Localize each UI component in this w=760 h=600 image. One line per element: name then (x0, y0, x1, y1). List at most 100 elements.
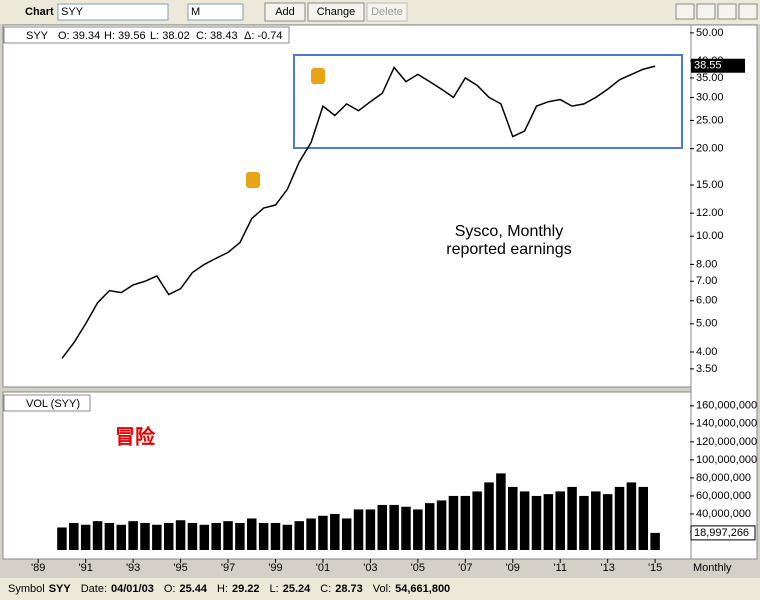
window-title: Chart (25, 6, 54, 18)
x-tick-label: '05 (411, 562, 425, 574)
add-label: Add (275, 6, 295, 18)
y-tick-label: 8.00 (696, 258, 717, 270)
volume-bar (650, 532, 660, 550)
volume-bar (116, 524, 127, 550)
y-tick-label: 20.00 (696, 143, 724, 155)
x-tick-label: '97 (221, 562, 235, 574)
highlight-box (293, 54, 683, 149)
price-line (61, 65, 656, 359)
volume-bar (567, 486, 577, 550)
y-tick-label: 7.00 (696, 275, 717, 287)
volume-bar (472, 491, 482, 550)
volume-bar (436, 500, 447, 550)
y-axis-area (690, 24, 758, 560)
y-tick-label: 3.50 (696, 363, 717, 375)
volume-bar (413, 509, 423, 550)
x-tick-label: '13 (600, 562, 614, 574)
y-tick-label: 160,000,000 (696, 400, 757, 412)
volume-bar (258, 522, 269, 550)
volume-bar (341, 518, 352, 550)
status-label: Vol: (373, 583, 391, 595)
delete-button[interactable] (366, 2, 408, 22)
x-tick-label: '99 (268, 562, 282, 574)
restore-button[interactable] (717, 3, 737, 20)
volume-bar (638, 486, 649, 550)
volume-bar (235, 522, 245, 550)
status-label: O: (164, 583, 176, 595)
earnings-icon (246, 172, 260, 188)
status-label: L: (270, 583, 279, 595)
volume-bar (247, 518, 257, 550)
status-label: C: (320, 583, 331, 595)
x-tick-label: '07 (458, 562, 472, 574)
price-legend (3, 26, 290, 44)
price-legend-symbol: SYY (26, 30, 49, 42)
status-value: 04/01/03 (111, 583, 154, 595)
volume-bar (80, 524, 91, 550)
minimize-button[interactable] (675, 3, 695, 20)
volume-bar (163, 522, 174, 550)
ohlc-high: H: 39.56 (104, 30, 146, 42)
price-panel (2, 24, 692, 388)
status-value: 54,661,800 (395, 583, 450, 595)
earnings-icon (311, 68, 325, 84)
status-label: Date: (81, 583, 107, 595)
volume-bar (282, 524, 293, 550)
y-tick-label: 5.00 (696, 318, 717, 330)
ohlc-open: O: 39.34 (58, 30, 100, 42)
volume-legend (3, 394, 91, 412)
volume-bar (152, 524, 162, 550)
status-value: 25.24 (283, 583, 311, 595)
volume-bar (448, 495, 459, 550)
delete-label: Delete (371, 6, 403, 18)
volume-bar (555, 491, 565, 550)
volume-bar (424, 503, 435, 550)
status-value: 28.73 (335, 583, 363, 595)
volume-bar (365, 509, 376, 550)
volume-bar (519, 491, 530, 550)
volume-bar (199, 524, 210, 550)
volume-bar (211, 522, 221, 550)
x-tick-label: '91 (79, 562, 93, 574)
y-tick-label: 12.00 (696, 207, 724, 219)
volume-bar (543, 494, 554, 550)
y-tick-label: 60,000,000 (696, 490, 751, 502)
y-tick-label: 10.00 (696, 230, 724, 242)
volume-bar (377, 504, 388, 550)
period-box[interactable] (187, 3, 244, 21)
add-button[interactable] (264, 2, 306, 22)
change-label: Change (317, 6, 356, 18)
symbol-input: SYY (61, 6, 84, 18)
change-button[interactable] (307, 2, 365, 22)
status-bar (0, 578, 760, 600)
y-tick-label: 6.00 (696, 295, 717, 307)
x-tick-label: '09 (506, 562, 520, 574)
last-price-label: 38.55 (694, 60, 722, 72)
x-tick-label: '01 (316, 562, 330, 574)
volume-legend-label: VOL (SYY) (26, 398, 80, 410)
x-axis-unit: Monthly (693, 562, 732, 574)
volume-bar (140, 522, 150, 550)
close-button[interactable] (738, 3, 758, 20)
status-value: SYY (49, 583, 72, 595)
y-tick-label: 15.00 (696, 179, 724, 191)
symbol-box[interactable] (57, 3, 169, 21)
volume-bar (128, 521, 138, 550)
volume-bar (330, 513, 340, 550)
volume-bar (175, 520, 186, 550)
x-tick-label: '11 (553, 562, 567, 574)
volume-bar (614, 486, 625, 550)
period-input: M (191, 6, 200, 18)
volume-bar (92, 521, 103, 550)
last-volume-label: 18,997,266 (694, 527, 749, 539)
volume-bar (389, 504, 399, 550)
status-value: 25.44 (179, 583, 207, 595)
volume-bar (104, 522, 115, 550)
volume-bar (306, 518, 316, 550)
y-tick-label: 120,000,000 (696, 436, 757, 448)
last-volume-box (690, 525, 756, 541)
volume-bar (187, 522, 198, 550)
maximize-button[interactable] (696, 3, 716, 20)
volume-bar (508, 486, 518, 550)
